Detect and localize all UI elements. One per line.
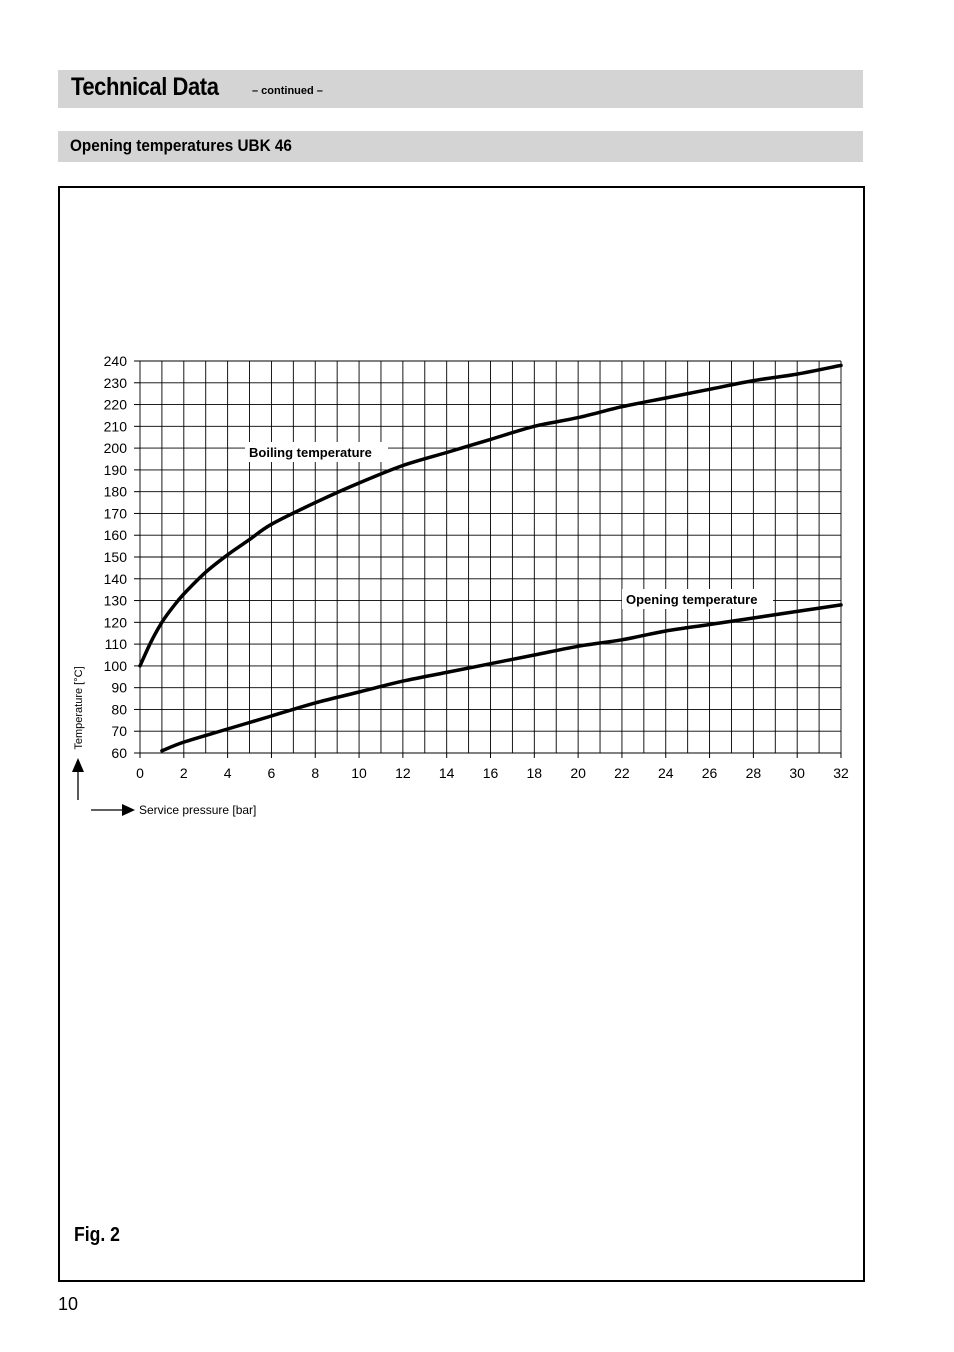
opening-temperature-curve xyxy=(160,603,843,753)
y-tick-label: 60 xyxy=(111,745,127,761)
section-bar: Opening temperatures UBK 46 xyxy=(58,131,863,162)
y-tick-label: 110 xyxy=(105,636,128,652)
boiling-temperature-curve xyxy=(138,363,843,668)
y-tick-label: 220 xyxy=(104,397,128,413)
y-tick-label: 240 xyxy=(104,353,128,369)
y-tick-label: 140 xyxy=(104,571,128,587)
chart-labels: Boiling temperature Opening temperature xyxy=(245,442,773,609)
y-tick-label: 180 xyxy=(104,484,128,500)
x-tick-label: 22 xyxy=(614,765,630,781)
y-tick-label: 150 xyxy=(104,549,128,565)
y-axis-arrow-head xyxy=(72,758,84,772)
section-title: Opening temperatures UBK 46 xyxy=(70,136,292,155)
opening-temperature-label: Opening temperature xyxy=(626,592,757,607)
y-tick-label: 100 xyxy=(104,658,128,674)
y-tick-label: 130 xyxy=(104,593,128,609)
x-tick-label: 20 xyxy=(570,765,586,781)
chart-curves xyxy=(138,363,843,753)
x-tick-label: 10 xyxy=(351,765,367,781)
x-tick-label: 30 xyxy=(789,765,805,781)
boiling-temperature-label: Boiling temperature xyxy=(249,445,372,460)
y-tick-label: 90 xyxy=(111,680,127,696)
y-tick-label: 120 xyxy=(104,614,128,630)
opening-temperature-label-box xyxy=(622,589,773,609)
y-axis-title: Temperature [°C] xyxy=(73,666,85,749)
x-tick-label: 18 xyxy=(527,765,543,781)
x-tick-label: 12 xyxy=(395,765,411,781)
y-tick-label: 230 xyxy=(104,375,128,391)
x-tick-label: 32 xyxy=(833,765,849,781)
page-subtitle: – continued – xyxy=(252,85,323,97)
y-tick-label: 170 xyxy=(104,505,128,521)
page-title: Technical Data xyxy=(71,73,219,101)
figure-frame xyxy=(58,186,865,1282)
x-tick-label: 8 xyxy=(311,765,319,781)
x-tick-label: 6 xyxy=(268,765,276,781)
x-tick-label: 2 xyxy=(180,765,188,781)
x-tick-label: 26 xyxy=(702,765,718,781)
y-tick-label: 210 xyxy=(104,418,128,434)
y-tick-label: 200 xyxy=(104,440,128,456)
boiling-temperature-label-box xyxy=(245,442,388,462)
header-bar: Technical Data – continued – xyxy=(58,70,863,108)
y-tick-label: 70 xyxy=(111,723,127,739)
chart-grid xyxy=(134,360,842,758)
y-tick-label: 80 xyxy=(111,701,127,717)
x-tick-label: 24 xyxy=(658,765,674,781)
figure-caption: Fig. 2 xyxy=(74,1224,120,1246)
x-tick-label: 4 xyxy=(224,765,232,781)
page-number: 10 xyxy=(58,1294,79,1314)
x-axis-arrow-head xyxy=(122,804,135,816)
x-tick-label: 0 xyxy=(136,765,144,781)
chart-axes: 6070809010011012013014015016017018019020… xyxy=(72,353,849,817)
x-tick-label: 28 xyxy=(746,765,762,781)
y-tick-label: 190 xyxy=(104,462,128,478)
y-tick-label: 160 xyxy=(104,527,128,543)
x-tick-label: 16 xyxy=(483,765,499,781)
x-axis-title: Service pressure [bar] xyxy=(139,803,256,817)
x-tick-label: 14 xyxy=(439,765,455,781)
